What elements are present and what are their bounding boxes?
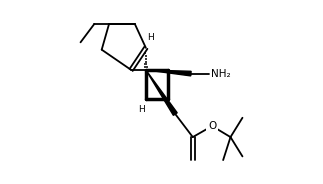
Text: NH₂: NH₂: [211, 69, 231, 79]
Text: O: O: [208, 121, 216, 131]
Polygon shape: [146, 70, 177, 115]
Text: H: H: [138, 105, 145, 114]
Text: H: H: [147, 33, 154, 42]
Polygon shape: [146, 70, 191, 76]
